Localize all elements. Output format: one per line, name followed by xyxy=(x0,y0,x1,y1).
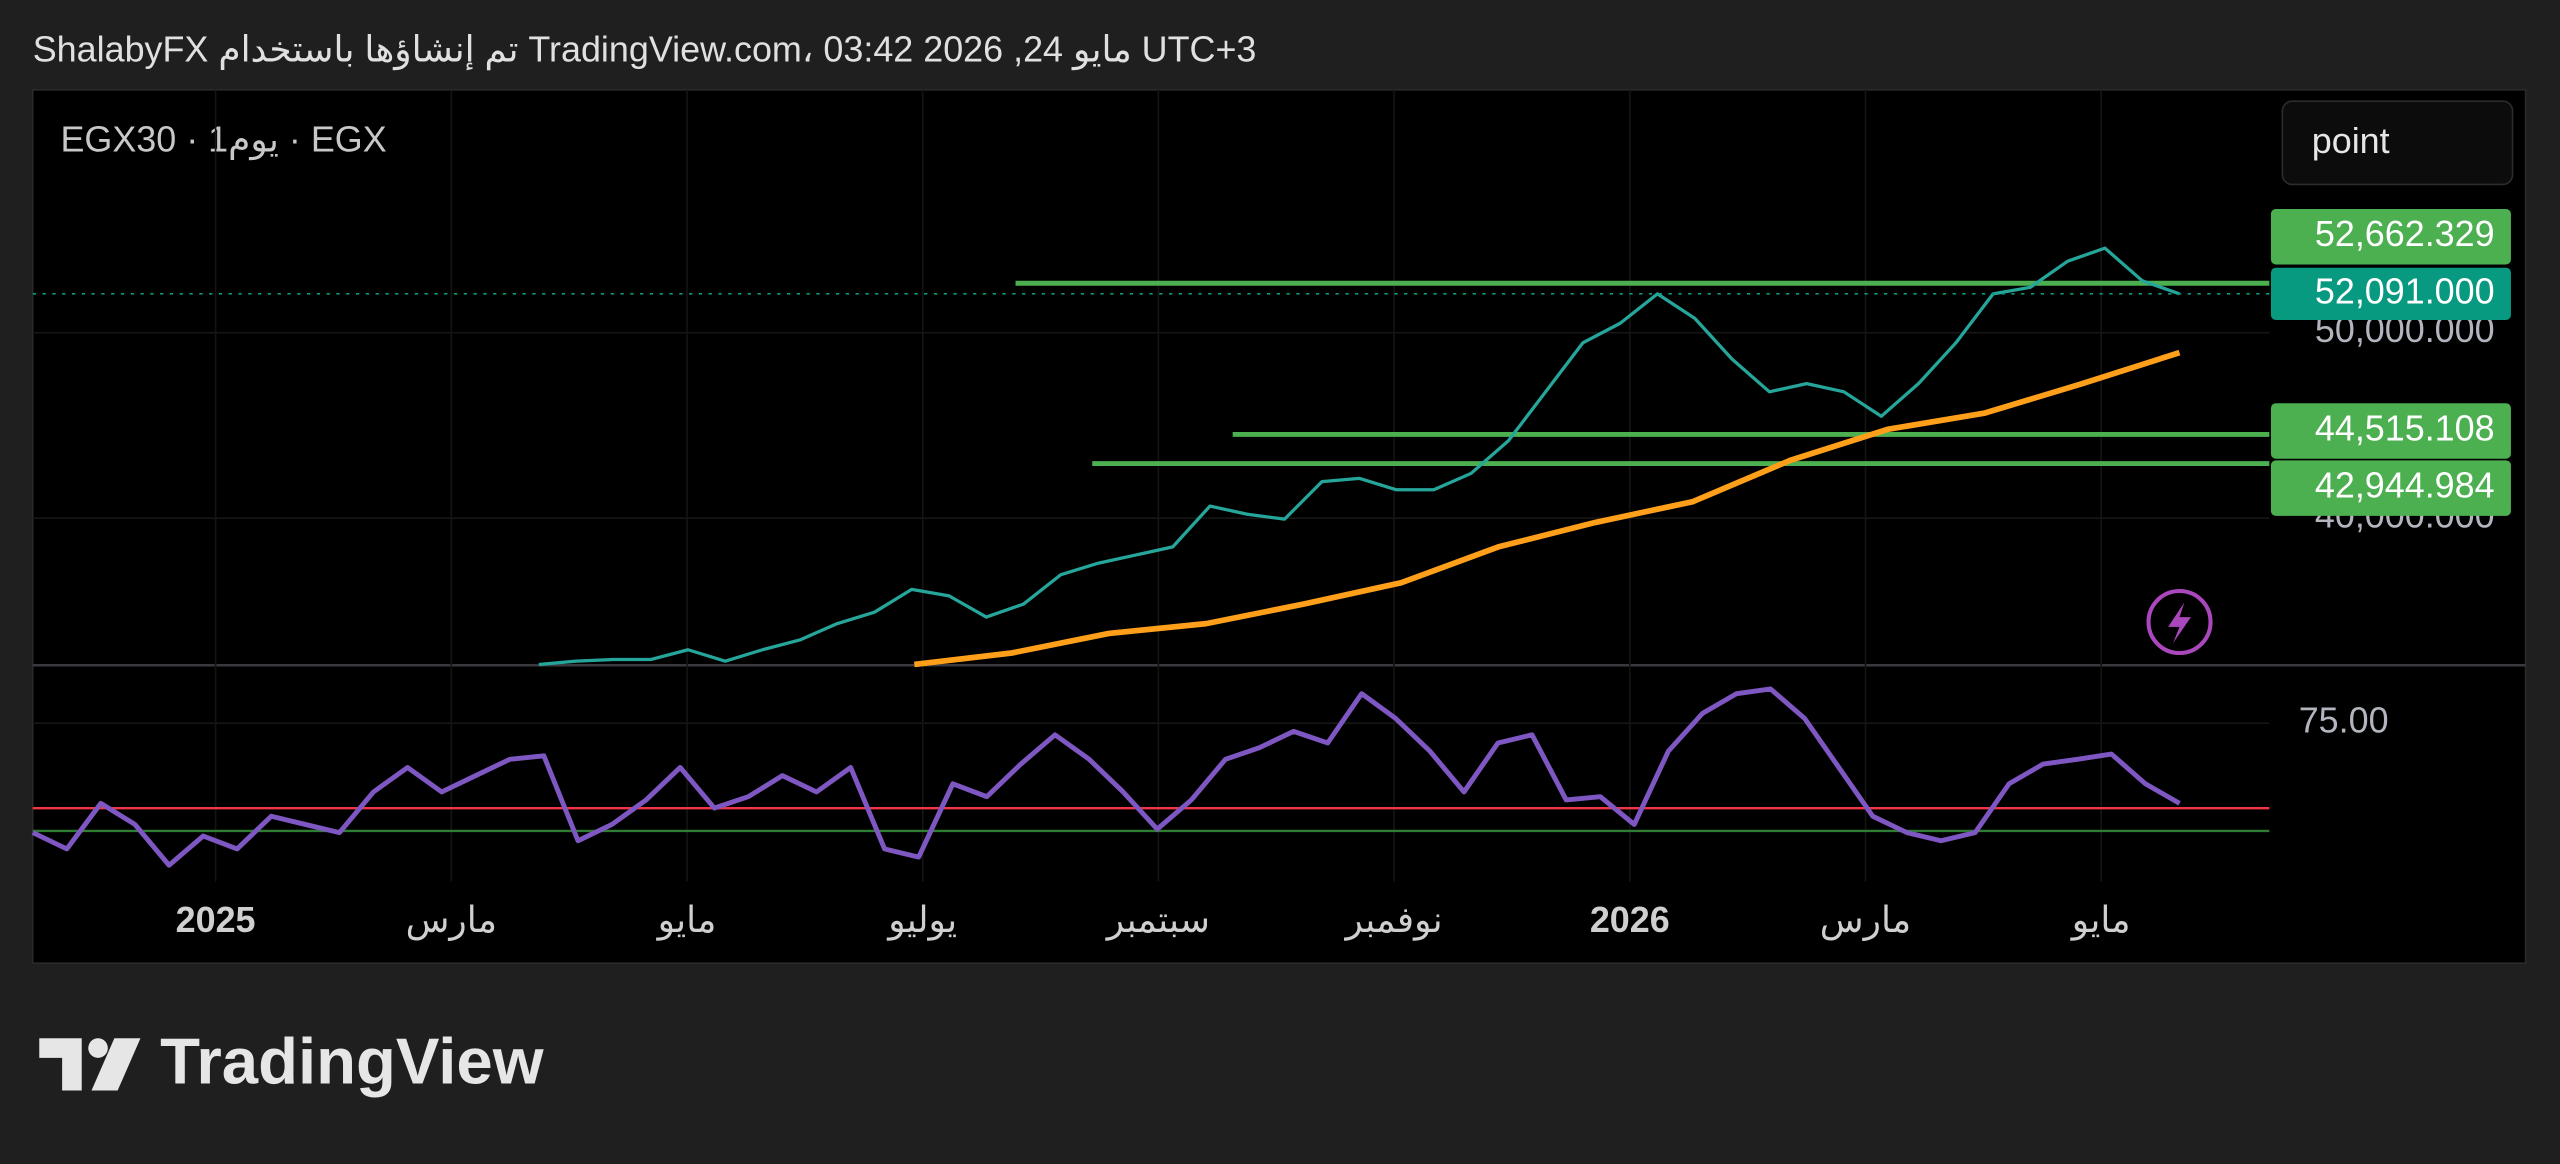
alert-icon-bolt xyxy=(2168,602,2191,644)
x-tick-label: مايو xyxy=(2070,899,2131,941)
plot: 50,000.00040,000.00075.002025مارسمايويول… xyxy=(31,89,2511,941)
symbol: EGX30 · 1يوم · EGX xyxy=(60,119,386,161)
header: ShalabyFX تم إنشاؤها باستخدام TradingVie… xyxy=(33,29,1257,71)
x-tick-label: مايو xyxy=(656,899,717,941)
x-tick-label: مارس xyxy=(406,899,497,941)
price-label: 44,515.108 xyxy=(2315,407,2495,448)
price-label-box xyxy=(2270,267,2511,320)
x-tick-label: مارس xyxy=(1820,899,1911,941)
logo-mark xyxy=(88,1038,108,1058)
price-line xyxy=(538,246,2181,667)
rsi-tick-label: 75.00 xyxy=(2299,700,2389,741)
chart-panel xyxy=(31,88,2527,965)
price-label: 52,662.329 xyxy=(2315,213,2495,254)
point-button[interactable] xyxy=(2281,100,2514,186)
current-price-label: 52,091.000 xyxy=(2315,270,2495,311)
price-label-box xyxy=(2270,403,2511,459)
price-label-box xyxy=(2270,460,2511,516)
x-tick-label: 2026 xyxy=(1590,899,1670,940)
x-tick-label: 2025 xyxy=(176,899,256,940)
price-label: 42,944.984 xyxy=(2315,465,2495,506)
brand-name: TradingView xyxy=(160,1024,544,1097)
moving-average xyxy=(913,349,2181,668)
logo-mark xyxy=(91,1038,141,1091)
logo-mark xyxy=(39,1038,82,1091)
brand-logo: TradingView xyxy=(39,1024,544,1097)
point-button-label[interactable]: point xyxy=(2312,120,2390,161)
price-label-box xyxy=(2270,208,2511,265)
x-tick-label: نوفمبر xyxy=(1344,899,1443,941)
alert-icon[interactable] xyxy=(2146,588,2213,656)
x-tick-label: سبتمبر xyxy=(1105,899,1210,941)
rsi-line xyxy=(31,686,2181,868)
x-tick-label: يوليو xyxy=(886,899,957,941)
